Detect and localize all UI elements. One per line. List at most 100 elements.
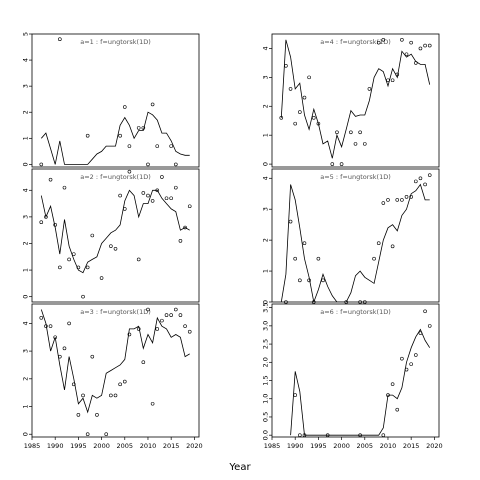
y-tick-label: 2 (22, 110, 30, 114)
data-point (390, 78, 395, 83)
x-tick-label: 2020 (186, 442, 203, 450)
y-tick-label: 1 (22, 268, 30, 272)
data-point (386, 198, 390, 202)
panel-frame (31, 33, 200, 168)
data-point (76, 265, 81, 270)
data-point (174, 307, 178, 312)
data-point (325, 433, 330, 437)
data-point (288, 219, 293, 224)
data-point (372, 256, 376, 261)
y-tick-label: 0 (262, 162, 270, 166)
x-tick-label: 2015 (403, 442, 420, 450)
data-point (414, 353, 418, 357)
y-tick-label: 4 (22, 321, 30, 325)
series-line (41, 111, 190, 165)
data-point (358, 433, 362, 437)
series-line (40, 309, 190, 414)
data-point (427, 43, 432, 48)
data-point (311, 116, 316, 120)
x-tick-label: 1990 (47, 442, 64, 450)
data-point (316, 121, 321, 126)
data-point (381, 433, 386, 437)
data-point (330, 162, 335, 166)
data-point (122, 207, 127, 211)
data-point (353, 142, 358, 146)
data-point (349, 130, 353, 135)
data-point (404, 52, 409, 57)
data-point (127, 332, 132, 337)
data-point (146, 193, 150, 198)
y-tick-label: 0.5 (262, 412, 270, 422)
data-point (307, 75, 311, 80)
x-tick-label: 2005 (357, 442, 374, 450)
data-point (85, 265, 90, 270)
data-point (409, 40, 413, 45)
data-point (39, 220, 44, 224)
data-point (169, 196, 173, 201)
data-point (427, 324, 432, 328)
data-point (400, 198, 404, 202)
data-point (427, 173, 432, 177)
data-point (344, 300, 349, 304)
data-point (298, 278, 302, 283)
y-tick-label: 1 (22, 136, 30, 140)
data-point (178, 239, 183, 243)
y-tick-label: 2.5 (262, 339, 270, 349)
y-tick-label: 2 (262, 238, 270, 242)
data-point (164, 313, 169, 317)
data-point (418, 176, 423, 181)
y-tick-label: 0 (22, 432, 30, 436)
data-point (155, 327, 160, 331)
data-point (293, 256, 297, 261)
data-point (367, 87, 372, 91)
data-point (307, 278, 311, 283)
data-point (414, 179, 418, 184)
data-point (284, 300, 288, 304)
data-point (62, 185, 67, 190)
data-point (39, 162, 44, 167)
data-point (164, 196, 169, 201)
data-point (127, 144, 132, 148)
data-point (395, 72, 400, 77)
panel-title: a=4 : f=ungtorsk(1D) (320, 38, 391, 46)
panel-3: a=2 : f=ungtorsk(1D) 0 1 2 3 4 (22, 168, 200, 303)
data-point (39, 316, 44, 320)
data-point (321, 278, 325, 283)
data-point (335, 130, 339, 135)
data-point (183, 324, 187, 328)
data-point (284, 64, 288, 68)
data-point (62, 346, 67, 351)
y-tick-label: 3 (22, 215, 30, 219)
data-point (118, 133, 122, 138)
data-point (404, 195, 409, 199)
y-tick-label: 4 (262, 46, 270, 50)
data-point (95, 413, 99, 417)
data-point (358, 300, 362, 304)
data-point (302, 241, 307, 246)
x-tick-label: 2000 (333, 442, 350, 450)
data-point (358, 130, 362, 135)
data-point (118, 382, 122, 387)
y-tick-label: 0 (22, 295, 30, 299)
series-line (40, 189, 190, 274)
y-tick-label: 4 (22, 58, 30, 62)
data-point (279, 116, 284, 120)
data-point (67, 257, 71, 262)
data-point (423, 182, 427, 187)
data-point (53, 335, 57, 340)
data-point (85, 133, 90, 138)
data-point (298, 110, 302, 114)
x-tick-label: 1995 (70, 442, 87, 450)
data-point (122, 379, 127, 384)
y-tick-label: 3.5 (262, 302, 270, 312)
data-point (381, 201, 386, 205)
data-point (155, 144, 160, 148)
y-tick-label: 1 (262, 133, 270, 137)
data-point (113, 393, 118, 398)
x-tick-label: 2010 (140, 442, 157, 450)
data-point (386, 393, 390, 397)
data-point (174, 185, 178, 190)
data-point (339, 162, 344, 166)
data-point (44, 215, 48, 219)
panel-title: a=1 : f=ungtorsk(1D) (80, 38, 151, 46)
